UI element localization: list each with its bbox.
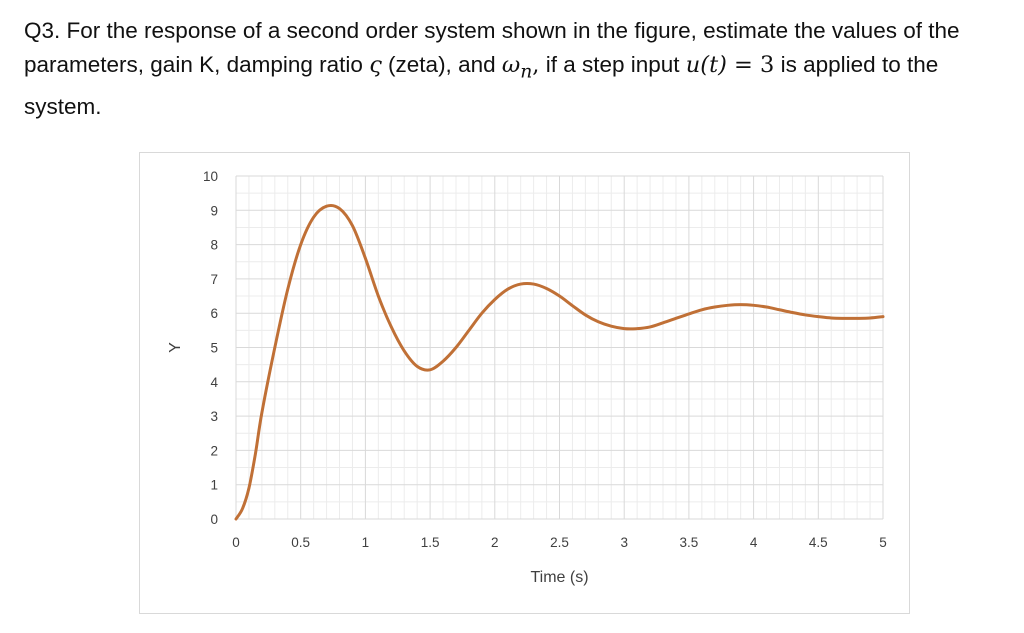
y-tick-label: 2 bbox=[210, 443, 218, 458]
question-comma: , bbox=[532, 52, 540, 78]
x-tick-label: 5 bbox=[879, 535, 887, 550]
question-middle: (zeta), and bbox=[381, 52, 502, 77]
y-tick-label: 0 bbox=[210, 512, 218, 527]
x-tick-label: 3.5 bbox=[680, 535, 699, 550]
response-series-line bbox=[234, 203, 885, 521]
question-suffix: is applied to the system. bbox=[24, 52, 939, 119]
y-tick-label: 10 bbox=[203, 169, 218, 184]
y-tick-label: 8 bbox=[210, 238, 218, 253]
y-tick-label: 3 bbox=[210, 409, 218, 424]
x-tick-label: 3 bbox=[620, 535, 628, 550]
omega-symbol: ω bbox=[501, 52, 521, 78]
y-tick-label: 9 bbox=[210, 203, 218, 218]
zeta-symbol: ς bbox=[369, 52, 382, 78]
x-tick-label: 1.5 bbox=[421, 535, 440, 550]
input-value: = 3 bbox=[726, 52, 775, 78]
omega-n-symbol: ωn bbox=[501, 52, 532, 83]
y-tick-label: 4 bbox=[210, 375, 218, 390]
omega-subscript: n bbox=[520, 61, 533, 83]
x-tick-label: 2 bbox=[491, 535, 499, 550]
response-chart: 0 1 2 3 4 5 6 7 8 9 10 0 0.5 1 1.5 2 2.5 3 3.5 4 4.5 5 Y Tim… bbox=[167, 169, 887, 586]
major-gridlines bbox=[235, 175, 884, 520]
x-tick-label: 0 bbox=[232, 535, 240, 550]
input-expression: u(t) bbox=[685, 52, 727, 78]
x-tick-label: 0.5 bbox=[291, 535, 310, 550]
y-tick-label: 1 bbox=[210, 478, 218, 493]
y-tick-label: 5 bbox=[210, 341, 218, 356]
y-tick-labels: 0 1 2 3 4 5 6 7 8 9 10 bbox=[203, 169, 219, 527]
x-axis-label: Time (s) bbox=[530, 569, 588, 586]
y-axis-label: Y bbox=[167, 342, 184, 353]
question-before-input: if a step input bbox=[539, 52, 686, 77]
y-tick-label: 6 bbox=[210, 306, 218, 321]
x-tick-label: 4.5 bbox=[809, 535, 828, 550]
question-prefix: Q3. For the response of a second order s… bbox=[24, 18, 960, 77]
x-tick-label: 1 bbox=[362, 535, 370, 550]
x-tick-label: 4 bbox=[750, 535, 758, 550]
x-tick-labels: 0 0.5 1 1.5 2 2.5 3 3.5 4 4.5 5 bbox=[232, 535, 887, 550]
x-tick-label: 2.5 bbox=[550, 535, 569, 550]
question-text: Q3. For the response of a second order s… bbox=[24, 14, 1014, 124]
chart-frame: 0 1 2 3 4 5 6 7 8 9 10 0 0.5 1 1.5 2 2.5 3 3.5 4 4.5 5 Y Tim… bbox=[139, 152, 910, 614]
y-tick-label: 7 bbox=[210, 272, 218, 287]
